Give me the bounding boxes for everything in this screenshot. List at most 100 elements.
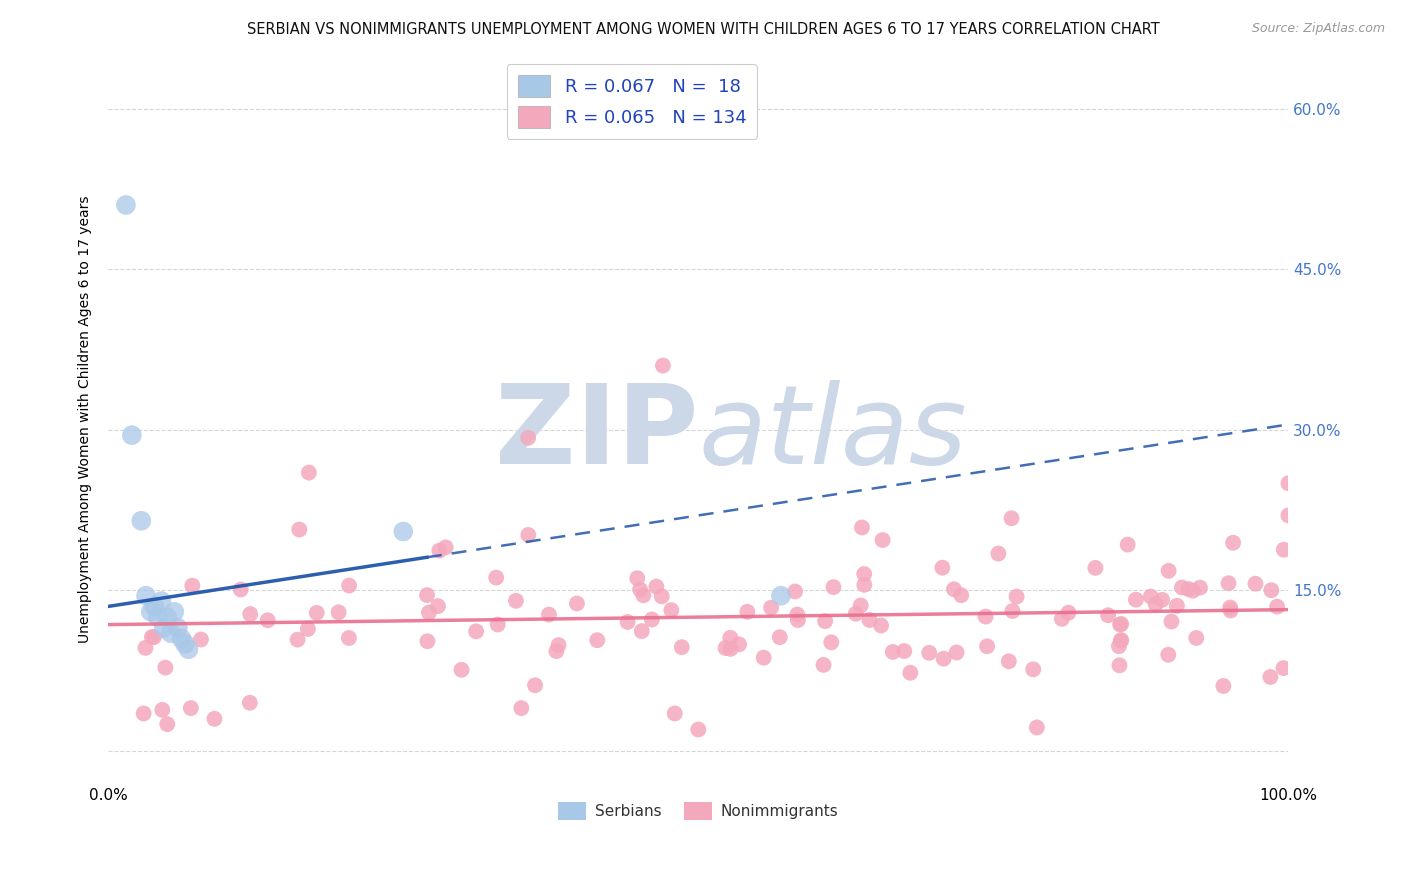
Point	[616, 615, 638, 629]
Point	[1219, 603, 1241, 617]
Point	[651, 590, 673, 604]
Point	[159, 626, 181, 640]
Point	[328, 605, 350, 619]
Point	[1109, 633, 1132, 648]
Point	[177, 642, 200, 657]
Point	[1000, 511, 1022, 525]
Point	[849, 599, 872, 613]
Point	[1109, 617, 1132, 632]
Point	[645, 580, 668, 594]
Point	[853, 567, 876, 582]
Point	[150, 703, 173, 717]
Point	[239, 696, 262, 710]
Point	[139, 605, 162, 619]
Point	[418, 606, 440, 620]
Point	[141, 630, 163, 644]
Point	[845, 607, 868, 621]
Point	[872, 533, 894, 547]
Point	[1171, 581, 1194, 595]
Point	[1109, 633, 1132, 648]
Point	[156, 717, 179, 731]
Point	[898, 665, 921, 680]
Point	[1185, 631, 1208, 645]
Point	[156, 610, 179, 624]
Point	[155, 660, 177, 674]
Point	[547, 638, 569, 652]
Point	[814, 614, 837, 628]
Point	[170, 632, 193, 646]
Text: SERBIAN VS NONIMMIGRANTS UNEMPLOYMENT AMONG WOMEN WITH CHILDREN AGES 6 TO 17 YEA: SERBIAN VS NONIMMIGRANTS UNEMPLOYMENT AM…	[246, 22, 1160, 37]
Point	[510, 701, 533, 715]
Point	[152, 621, 174, 635]
Point	[150, 594, 173, 608]
Point	[450, 663, 472, 677]
Point	[893, 644, 915, 658]
Point	[190, 632, 212, 647]
Point	[546, 644, 568, 658]
Point	[416, 588, 439, 602]
Point	[565, 597, 588, 611]
Point	[633, 588, 655, 602]
Point	[1116, 538, 1139, 552]
Point	[132, 706, 155, 721]
Point	[783, 584, 806, 599]
Point	[586, 633, 609, 648]
Point	[1260, 583, 1282, 598]
Point	[931, 560, 953, 574]
Point	[987, 547, 1010, 561]
Point	[998, 654, 1021, 668]
Point	[659, 603, 682, 617]
Point	[115, 198, 138, 212]
Point	[1219, 600, 1241, 615]
Point	[121, 428, 143, 442]
Point	[256, 613, 278, 627]
Text: atlas: atlas	[699, 380, 967, 487]
Point	[759, 600, 782, 615]
Point	[181, 579, 204, 593]
Point	[135, 589, 157, 603]
Point	[641, 612, 664, 626]
Point	[652, 359, 675, 373]
Point	[1025, 721, 1047, 735]
Point	[813, 657, 835, 672]
Point	[882, 645, 904, 659]
Point	[288, 523, 311, 537]
Point	[769, 589, 792, 603]
Point	[1001, 604, 1024, 618]
Point	[628, 582, 651, 597]
Point	[298, 466, 321, 480]
Point	[1181, 583, 1204, 598]
Y-axis label: Unemployment Among Women with Children Ages 6 to 17 years: Unemployment Among Women with Children A…	[79, 195, 93, 643]
Point	[786, 607, 808, 622]
Point	[664, 706, 686, 721]
Point	[517, 431, 540, 445]
Point	[1260, 670, 1282, 684]
Point	[823, 580, 845, 594]
Point	[1166, 599, 1188, 613]
Point	[718, 631, 741, 645]
Point	[465, 624, 488, 639]
Text: ZIP: ZIP	[495, 380, 699, 487]
Point	[134, 640, 156, 655]
Point	[1277, 508, 1299, 523]
Point	[630, 624, 652, 639]
Point	[728, 637, 751, 651]
Point	[714, 640, 737, 655]
Point	[786, 613, 808, 627]
Point	[426, 599, 449, 614]
Point	[524, 678, 547, 692]
Point	[870, 618, 893, 632]
Point	[1265, 599, 1288, 614]
Point	[1125, 592, 1147, 607]
Legend: Serbians, Nonimmigrants: Serbians, Nonimmigrants	[553, 796, 845, 826]
Point	[626, 571, 648, 585]
Point	[932, 651, 955, 665]
Point	[918, 646, 941, 660]
Point	[537, 607, 560, 622]
Point	[1272, 661, 1295, 675]
Point	[1160, 615, 1182, 629]
Point	[1108, 639, 1130, 653]
Point	[287, 632, 309, 647]
Point	[239, 607, 262, 621]
Point	[974, 609, 997, 624]
